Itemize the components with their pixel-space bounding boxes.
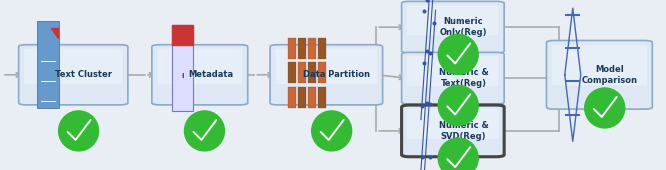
Point: [428, 22, 439, 25]
FancyBboxPatch shape: [157, 49, 242, 84]
Ellipse shape: [438, 85, 478, 125]
Text: Numeric &
Text(Reg): Numeric & Text(Reg): [439, 68, 488, 88]
FancyBboxPatch shape: [308, 38, 316, 59]
FancyBboxPatch shape: [288, 87, 296, 108]
FancyBboxPatch shape: [275, 49, 377, 84]
FancyBboxPatch shape: [407, 56, 499, 86]
FancyBboxPatch shape: [24, 49, 123, 84]
FancyBboxPatch shape: [318, 38, 326, 59]
FancyBboxPatch shape: [308, 62, 316, 83]
Ellipse shape: [312, 111, 352, 151]
FancyBboxPatch shape: [270, 45, 382, 105]
Point: [419, 9, 430, 12]
Point: [425, 155, 436, 158]
Ellipse shape: [438, 34, 478, 74]
Text: Text Cluster: Text Cluster: [55, 70, 113, 79]
FancyBboxPatch shape: [298, 62, 306, 83]
Point: [419, 62, 430, 65]
Point: [422, 0, 432, 1]
Ellipse shape: [585, 88, 625, 128]
Ellipse shape: [438, 138, 478, 170]
Text: i: i: [181, 73, 184, 79]
FancyBboxPatch shape: [298, 38, 306, 59]
FancyBboxPatch shape: [288, 62, 296, 83]
Text: Numeric
Only(Reg): Numeric Only(Reg): [440, 17, 488, 37]
FancyBboxPatch shape: [308, 87, 316, 108]
FancyBboxPatch shape: [402, 105, 504, 157]
FancyBboxPatch shape: [298, 87, 306, 108]
FancyBboxPatch shape: [318, 87, 326, 108]
Point: [425, 52, 436, 54]
Point: [425, 103, 436, 105]
FancyBboxPatch shape: [407, 5, 499, 35]
FancyBboxPatch shape: [407, 108, 499, 139]
FancyBboxPatch shape: [172, 25, 193, 111]
FancyBboxPatch shape: [318, 62, 326, 83]
Text: Metadata: Metadata: [188, 70, 233, 79]
FancyBboxPatch shape: [37, 21, 59, 108]
FancyBboxPatch shape: [152, 45, 248, 105]
FancyBboxPatch shape: [288, 38, 296, 59]
Text: Model
Comparison: Model Comparison: [582, 65, 638, 85]
Polygon shape: [172, 25, 193, 45]
Polygon shape: [51, 28, 58, 38]
Point: [422, 102, 432, 105]
Point: [417, 105, 428, 108]
Point: [422, 49, 432, 52]
Ellipse shape: [59, 111, 99, 151]
Point: [417, 156, 428, 159]
Text: Numeric &
SVD(Reg): Numeric & SVD(Reg): [439, 121, 488, 141]
Text: Data Partition: Data Partition: [304, 70, 370, 79]
FancyBboxPatch shape: [402, 52, 504, 104]
FancyBboxPatch shape: [19, 45, 128, 105]
FancyBboxPatch shape: [402, 1, 504, 53]
FancyBboxPatch shape: [546, 40, 652, 109]
Ellipse shape: [184, 111, 224, 151]
FancyBboxPatch shape: [552, 45, 647, 86]
